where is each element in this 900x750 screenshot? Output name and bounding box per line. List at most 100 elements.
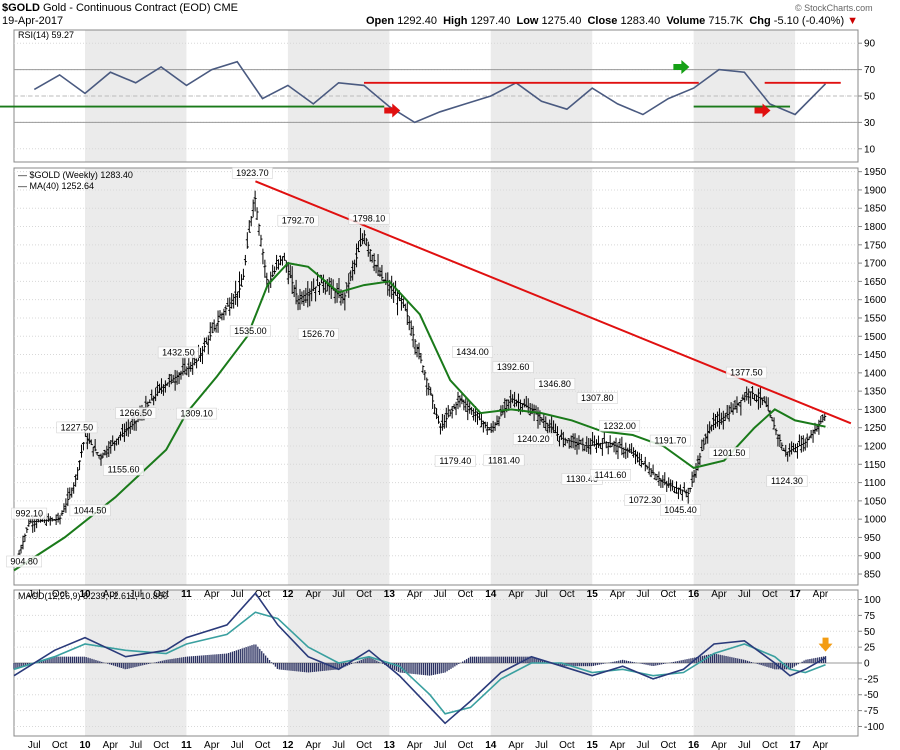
x-tick-label: Apr <box>204 740 220 750</box>
macd-line <box>13 591 826 725</box>
price-data-label: 1179.40 <box>439 456 471 466</box>
price-label-box <box>115 407 157 419</box>
price-data-label: 1240.20 <box>517 434 550 444</box>
x-tick-label: Apr <box>711 589 727 600</box>
price-label-box <box>434 455 476 467</box>
price-label-box <box>231 167 273 179</box>
price-label-box <box>599 420 641 432</box>
price-data-label: 1191.70 <box>654 436 686 446</box>
price-data-label: 1045.40 <box>664 505 697 515</box>
price-data-label: 1309.10 <box>180 409 213 419</box>
price-data-label: 1923.70 <box>236 168 269 178</box>
price-label-box <box>492 361 534 373</box>
x-tick-label: 17 <box>790 740 802 750</box>
x-tick-label: Jul <box>129 740 142 750</box>
x-tick-label: 17 <box>790 589 802 600</box>
price-data-label: 1072.30 <box>629 495 662 505</box>
x-tick-label: 16 <box>688 740 700 750</box>
y-tick-label: 1650 <box>864 277 887 288</box>
rsi-title: RSI(14) 59.27 <box>18 30 74 40</box>
x-tick-label: Apr <box>508 589 524 600</box>
green-arrow-icon <box>673 59 690 74</box>
volume-label: Volume <box>666 15 706 27</box>
year-band <box>490 168 593 585</box>
x-tick-label: Jul <box>231 740 244 750</box>
red-arrow-icon <box>754 103 771 118</box>
price-data-label: 1346.80 <box>538 379 571 389</box>
close-label: Close <box>587 15 618 27</box>
x-tick-label: Apr <box>103 740 119 750</box>
x-tick-label: Jul <box>129 589 142 600</box>
y-tick-label: -75 <box>864 706 879 717</box>
price-data-label: 1307.80 <box>581 393 614 403</box>
price-data-label: 1392.60 <box>497 362 530 372</box>
red-arrow-icon <box>384 103 401 118</box>
x-tick-label: 12 <box>282 589 294 600</box>
chg-label: Chg <box>749 15 771 27</box>
y-tick-label: 50 <box>864 92 876 103</box>
y-tick-label: 1950 <box>864 167 887 178</box>
x-tick-label: 13 <box>384 589 396 600</box>
x-tick-label: Oct <box>559 740 575 750</box>
x-tick-label: Jul <box>332 740 345 750</box>
price-label-box <box>708 447 750 459</box>
y-tick-label: 1050 <box>864 496 887 507</box>
y-tick-label: 25 <box>864 643 876 654</box>
down-triangle-icon: ▼ <box>847 15 859 27</box>
y-tick-label: 900 <box>864 551 881 562</box>
y-tick-label: 1150 <box>864 460 886 471</box>
price-data-label: 1181.40 <box>488 455 520 465</box>
x-tick-label: Apr <box>407 589 423 600</box>
year-band <box>287 168 390 585</box>
close-value: 1283.40 <box>620 15 661 27</box>
x-tick-label: Apr <box>610 740 626 750</box>
y-tick-label: 1850 <box>864 204 887 215</box>
x-tick-label: Jul <box>434 740 447 750</box>
y-tick-label: 100 <box>864 595 881 606</box>
x-tick-label: Oct <box>255 740 271 750</box>
y-tick-label: 1500 <box>864 332 887 343</box>
x-tick-label: Oct <box>559 589 575 600</box>
price-label-box <box>483 454 525 467</box>
x-tick-label: Jul <box>738 740 751 750</box>
price-label-box <box>624 494 666 506</box>
price-data-label: 1432.50 <box>162 347 195 357</box>
x-tick-label: Jul <box>535 740 548 750</box>
price-data-label: 1155.60 <box>108 465 140 475</box>
x-tick-label: Oct <box>661 740 677 750</box>
price-data-label: 1377.50 <box>730 368 763 378</box>
x-tick-label: Oct <box>255 589 271 600</box>
price-data-label: 1232.00 <box>603 421 636 431</box>
symbol: $GOLD <box>2 2 40 14</box>
x-tick-label: Apr <box>508 740 524 750</box>
price-label-box <box>590 469 631 481</box>
y-tick-label: 1900 <box>864 185 887 196</box>
open-label: Open <box>366 15 395 27</box>
price-panel-frame <box>13 167 859 586</box>
macd-title: MACD(12,26,9) 8.239, -2.611, 10.850 <box>18 591 168 601</box>
y-tick-label: 75 <box>864 611 876 622</box>
x-tick-label: Apr <box>103 589 119 600</box>
price-data-label: 1526.70 <box>302 329 335 339</box>
exchange: CME <box>213 2 238 14</box>
x-tick-label: 11 <box>181 589 192 600</box>
price-label-box <box>534 378 576 390</box>
x-tick-label: Apr <box>813 740 829 750</box>
price-label-box <box>6 555 42 568</box>
x-tick-label: Oct <box>153 589 169 600</box>
x-tick-label: Oct <box>762 740 778 750</box>
x-tick-label: Oct <box>762 589 778 600</box>
y-tick-label: 1350 <box>864 387 887 398</box>
x-tick-label: Jul <box>332 589 345 600</box>
x-tick-label: 10 <box>79 589 91 600</box>
macd-signal-line <box>13 611 826 715</box>
price-data-label: 1798.10 <box>353 214 386 224</box>
x-tick-label: Jul <box>28 740 41 750</box>
price-label-box <box>176 407 218 420</box>
y-tick-label: -100 <box>864 722 884 733</box>
price-label-box <box>69 504 111 517</box>
x-tick-label: 13 <box>384 740 396 750</box>
y-tick-label: 1450 <box>864 350 887 361</box>
price-data-label: 1201.50 <box>713 448 746 458</box>
